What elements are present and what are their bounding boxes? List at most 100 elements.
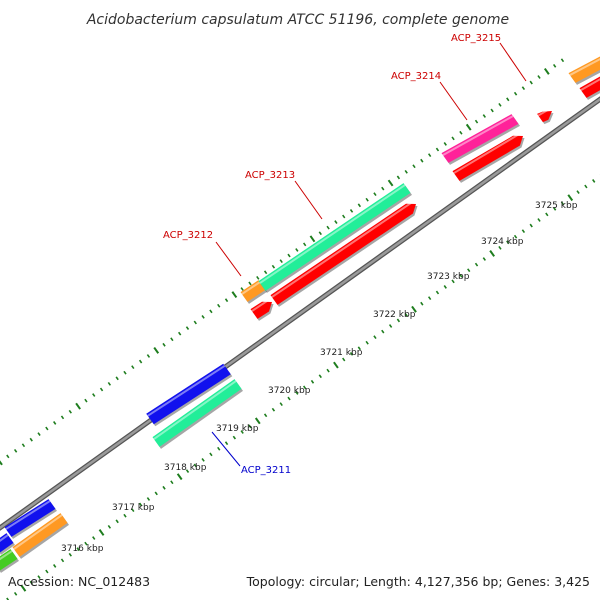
cds-acp-3212[interactable] [250, 298, 274, 321]
minor-tick [287, 253, 291, 258]
minor-tick [490, 108, 494, 113]
minor-tick [248, 424, 252, 429]
minor-tick [170, 337, 174, 342]
minor-tick [178, 331, 182, 336]
minor-tick [529, 80, 533, 85]
major-tick [567, 194, 574, 202]
minor-tick [193, 320, 197, 325]
gene-label-acp-3212[interactable]: ACP_3212 [163, 230, 213, 241]
gene-label-acp-3214[interactable]: ACP_3214 [391, 71, 441, 82]
minor-tick [201, 458, 205, 462]
gene-acp-3211[interactable] [152, 379, 243, 449]
minor-tick [84, 398, 88, 403]
minor-tick [115, 519, 119, 524]
major-tick [75, 402, 81, 410]
major-tick [489, 250, 495, 257]
topology-text: Topology: circular; Length: 4,127,356 bp… [246, 574, 590, 589]
minor-tick [420, 301, 424, 306]
accession-text: Accession: NC_012483 [8, 574, 150, 589]
gene-acp-3214[interactable] [441, 114, 520, 165]
major-tick [387, 179, 394, 187]
major-tick [98, 529, 105, 536]
minor-tick [146, 497, 151, 501]
gene-callouts: ACP_3211 ACP_3212 ACP_3213 ACP_3214 ACP_… [163, 33, 527, 476]
minor-tick [474, 119, 479, 124]
minor-tick [37, 432, 41, 436]
minor-tick [537, 218, 541, 222]
tick-label: 3718 kbp [164, 463, 207, 473]
minor-tick [357, 203, 362, 208]
minor-tick [513, 234, 518, 239]
major-tick [309, 235, 316, 243]
minor-tick [240, 287, 244, 291]
tick-label: 3723 kbp [427, 272, 470, 282]
minor-tick [123, 513, 127, 518]
minor-tick [326, 225, 330, 230]
gene-acp-3212[interactable] [240, 280, 267, 304]
gene-bar[interactable] [0, 549, 19, 573]
tick-label: 3720 kbp [268, 386, 311, 396]
major-tick [465, 123, 472, 131]
minor-tick [498, 102, 502, 107]
minor-tick [443, 142, 447, 146]
minor-tick [420, 158, 424, 163]
minor-tick [256, 275, 260, 280]
minor-tick [232, 435, 237, 440]
backbone [0, 96, 600, 531]
minor-tick [6, 454, 10, 459]
major-tick [0, 460, 3, 466]
callout-line-acp-3213 [294, 180, 323, 220]
minor-tick [13, 591, 18, 596]
minor-tick [560, 201, 565, 206]
minor-tick [435, 147, 440, 152]
gene-acp-3215[interactable] [568, 55, 600, 85]
cds-acp-3214[interactable] [452, 132, 525, 183]
minor-tick [365, 340, 369, 345]
minor-tick [154, 491, 158, 496]
minor-tick [545, 212, 549, 217]
minor-tick [467, 268, 471, 273]
major-tick [543, 67, 550, 75]
major-tick [231, 291, 238, 299]
minor-tick [302, 385, 307, 390]
minor-tick [560, 58, 565, 63]
major-tick [176, 473, 183, 481]
minor-tick [170, 480, 174, 485]
minor-tick [373, 335, 377, 340]
minor-tick [13, 448, 18, 453]
minor-tick [68, 552, 72, 557]
minor-tick [404, 169, 408, 174]
minor-tick [53, 564, 57, 568]
minor-tick [146, 354, 151, 358]
minor-tick [357, 346, 362, 351]
minor-tick [217, 446, 221, 451]
minor-tick [513, 91, 518, 96]
minor-tick [209, 309, 213, 314]
minor-tick [388, 324, 393, 328]
cds-acp-3213[interactable] [270, 200, 418, 307]
gene-label-acp-3213[interactable]: ACP_3213 [245, 170, 295, 181]
minor-tick [412, 164, 416, 169]
minor-tick [131, 508, 135, 513]
gene-acp-3213[interactable] [258, 183, 412, 293]
map-title: Acidobacterium capsulatum ATCC 51196, co… [86, 12, 509, 28]
minor-tick [365, 197, 369, 202]
minor-tick [498, 245, 502, 250]
cds-acp-3215[interactable] [579, 75, 600, 100]
gene-bar[interactable] [146, 363, 233, 427]
gene-bar[interactable] [4, 499, 57, 539]
gene-bar[interactable] [0, 533, 15, 555]
tick-label: 3721 kbp [320, 348, 363, 358]
minor-tick [279, 402, 283, 407]
gene-label-acp-3215[interactable]: ACP_3215 [451, 33, 501, 44]
cds-fragment[interactable] [537, 107, 554, 125]
major-tick [20, 584, 27, 592]
minor-tick [529, 223, 533, 228]
gene-label-acp-3211[interactable]: ACP_3211 [241, 465, 291, 476]
tick-label: 3716 kbp [61, 544, 104, 554]
minor-tick [381, 329, 385, 334]
gene-bar[interactable] [12, 513, 69, 559]
major-tick [254, 417, 261, 425]
minor-tick [263, 413, 268, 418]
